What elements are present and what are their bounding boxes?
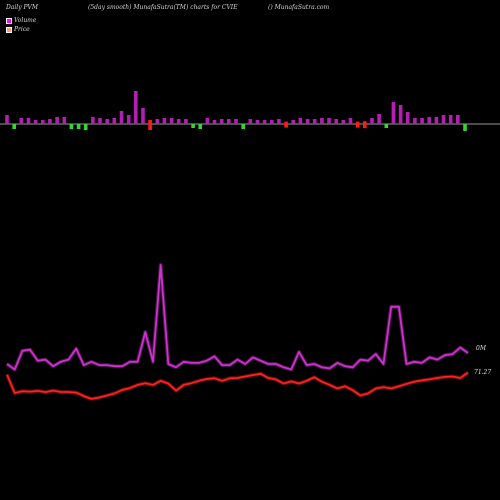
- pvm-bar: [5, 115, 9, 124]
- volume-last-value: 0M: [476, 345, 486, 352]
- pvm-bar: [105, 119, 109, 124]
- pvm-bar: [69, 124, 74, 129]
- pvm-bar: [255, 120, 260, 124]
- pvm-bar: [41, 120, 45, 124]
- pvm-bar: [148, 120, 152, 130]
- pvm-bar: [363, 121, 367, 129]
- pvm-bar: [227, 119, 231, 124]
- pvm-bar: [155, 119, 160, 124]
- pvm-bar: [91, 117, 95, 124]
- pvm-bar: [284, 121, 288, 128]
- pvm-bar: [162, 118, 167, 124]
- pvm-bar: [370, 118, 374, 124]
- pvm-bar: [456, 115, 460, 124]
- pvm-bar: [198, 124, 202, 129]
- price-line: [6, 371, 469, 400]
- pvm-bar: [348, 118, 353, 124]
- pvm-bar: [76, 124, 81, 129]
- pvm-bar: [405, 112, 410, 124]
- pvm-bar: [312, 119, 317, 124]
- pvm-bar: [48, 119, 52, 124]
- legend-item-volume: Volume: [6, 16, 36, 25]
- pvm-bar: [141, 108, 145, 124]
- pvm-bar: [212, 120, 217, 124]
- pvm-bar: [262, 120, 267, 124]
- pvm-bar: [12, 124, 16, 129]
- pvm-bar: [176, 119, 181, 124]
- pvm-bar: [205, 118, 210, 124]
- pvm-bar: [219, 119, 224, 124]
- pvm-bar: [291, 120, 295, 124]
- legend-item-price: Price: [6, 25, 36, 34]
- pvm-bar: [112, 118, 117, 124]
- pvm-bar: [134, 91, 138, 124]
- pvm-bar: [298, 118, 303, 124]
- pvm-bar: [327, 118, 331, 124]
- pvm-bar: [191, 124, 195, 128]
- chart-legend: Volume Price: [6, 16, 36, 34]
- pvm-bar: [184, 119, 188, 124]
- pvm-bar: [434, 117, 439, 124]
- pvm-bar: [463, 124, 467, 131]
- pvm-bar: [384, 124, 389, 128]
- pvm-bar: [62, 117, 67, 124]
- pvm-bar: [377, 114, 381, 124]
- pvm-bar: [355, 121, 360, 128]
- volume-line: [6, 264, 469, 371]
- chart-header-left: Daily PVM: [6, 4, 39, 11]
- price-last-value: 71.27: [474, 369, 492, 376]
- legend-label-volume: Volume: [14, 17, 37, 24]
- pvm-bar: [277, 119, 281, 124]
- pvm-bar: [248, 119, 253, 124]
- pvm-bar: [33, 120, 38, 124]
- chart-source: () MunafaSutra.com: [268, 4, 330, 11]
- pvm-bar: [119, 111, 124, 124]
- legend-swatch-volume: [6, 17, 12, 24]
- pvm-bar: [420, 118, 424, 124]
- pvm-bar: [234, 119, 238, 124]
- pvm-bar: [126, 115, 131, 124]
- pvm-bar: [413, 118, 417, 124]
- pvm-bar: [427, 117, 431, 124]
- pvm-bar: [305, 119, 310, 124]
- pvm-bar: [83, 124, 88, 130]
- pvm-bar: [441, 115, 446, 124]
- legend-label-price: Price: [14, 26, 30, 33]
- pvm-bar: [55, 117, 59, 124]
- pvm-bar: [391, 102, 396, 124]
- pvm-bar: [169, 118, 174, 124]
- volume-line-glow: [5, 263, 470, 372]
- pvm-bar: [448, 115, 453, 124]
- pvm-bar: [26, 118, 31, 124]
- pvm-bar: [270, 120, 274, 124]
- pvm-bar: [398, 105, 403, 124]
- legend-swatch-price: [6, 26, 12, 33]
- pvm-bar: [241, 124, 245, 129]
- pvm-bar: [334, 119, 338, 124]
- pvm-bar: [98, 118, 102, 124]
- pvm-bar: [19, 118, 24, 124]
- chart-title: (5day smooth) MunafaSutra(TM) charts for…: [88, 4, 238, 11]
- pvm-bar: [341, 120, 346, 124]
- pvm-bar: [320, 118, 324, 124]
